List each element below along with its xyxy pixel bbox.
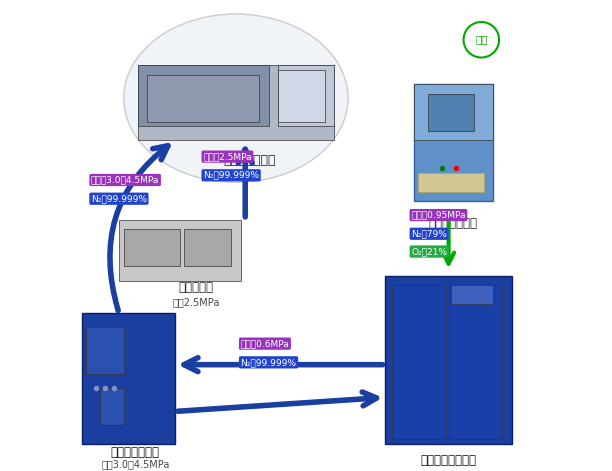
- Ellipse shape: [124, 14, 348, 182]
- FancyBboxPatch shape: [428, 94, 474, 131]
- FancyBboxPatch shape: [414, 84, 493, 201]
- Circle shape: [463, 22, 499, 57]
- Text: 圧力2.5MPa: 圧力2.5MPa: [173, 297, 220, 307]
- Text: 圧力：3.0～4.5MPa: 圧力：3.0～4.5MPa: [91, 176, 159, 185]
- FancyBboxPatch shape: [278, 65, 334, 126]
- Text: レーザー加工機: レーザー加工機: [223, 154, 276, 167]
- Text: 圧力：0.6MPa: 圧力：0.6MPa: [241, 339, 289, 348]
- Text: 圧力：2.5MPa: 圧力：2.5MPa: [203, 152, 252, 161]
- FancyBboxPatch shape: [138, 65, 334, 140]
- FancyBboxPatch shape: [414, 84, 493, 140]
- Text: 圧力：0.95MPa: 圧力：0.95MPa: [411, 211, 466, 219]
- FancyBboxPatch shape: [392, 285, 446, 439]
- Text: N₂：99.999%: N₂：99.999%: [241, 358, 297, 367]
- FancyBboxPatch shape: [184, 229, 231, 267]
- FancyBboxPatch shape: [147, 75, 259, 122]
- Text: 圧力3.0～4.5MPa: 圧力3.0～4.5MPa: [101, 459, 170, 469]
- FancyBboxPatch shape: [81, 313, 175, 444]
- FancyBboxPatch shape: [100, 388, 124, 425]
- FancyBboxPatch shape: [451, 285, 493, 304]
- FancyBboxPatch shape: [278, 70, 325, 122]
- FancyBboxPatch shape: [138, 65, 269, 126]
- Text: 高圧ブースター: 高圧ブースター: [111, 447, 160, 460]
- Text: 大気: 大気: [475, 34, 488, 44]
- Text: N₂：99.999%: N₂：99.999%: [203, 171, 259, 180]
- FancyBboxPatch shape: [119, 220, 241, 281]
- Text: ブースター: ブースター: [179, 281, 214, 293]
- FancyBboxPatch shape: [418, 173, 483, 192]
- Text: N₂：99.999%: N₂：99.999%: [91, 194, 147, 203]
- Text: N₂：79%: N₂：79%: [411, 229, 447, 238]
- FancyBboxPatch shape: [449, 285, 502, 439]
- FancyBboxPatch shape: [386, 276, 512, 444]
- Text: コンプレッサー: コンプレッサー: [429, 218, 478, 230]
- Text: O₂：21%: O₂：21%: [411, 247, 447, 256]
- FancyBboxPatch shape: [124, 229, 180, 267]
- FancyBboxPatch shape: [86, 327, 124, 374]
- Text: 窒素ガス発生装置: 窒素ガス発生装置: [420, 454, 477, 466]
